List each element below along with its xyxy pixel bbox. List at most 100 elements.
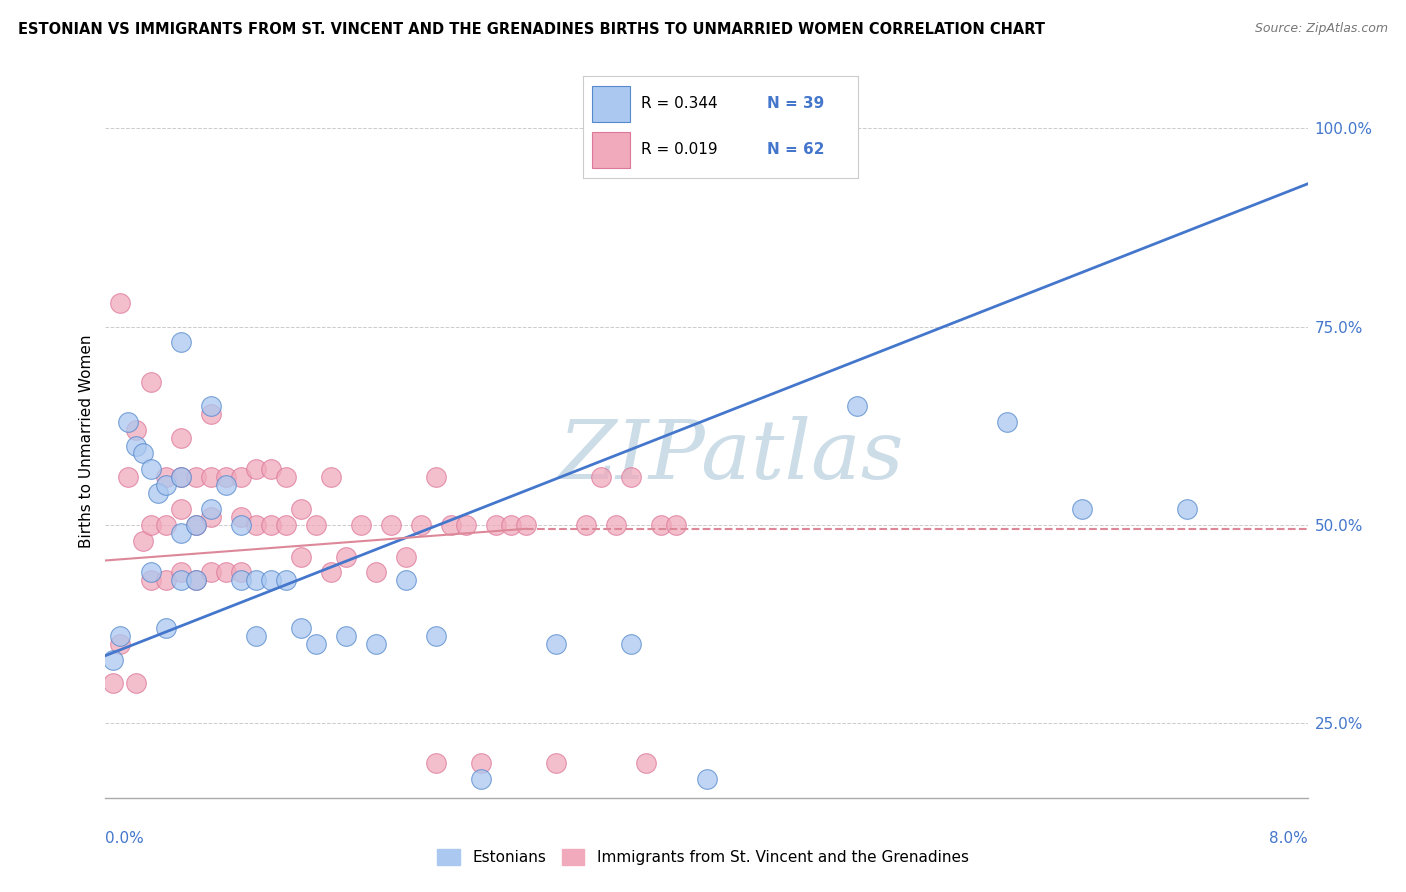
Point — [184, 470, 207, 484]
Point — [110, 295, 132, 310]
Point — [454, 517, 477, 532]
Point — [110, 629, 132, 643]
Point — [184, 574, 207, 588]
Point — [620, 470, 643, 484]
Point — [155, 470, 177, 484]
Text: R = 0.344: R = 0.344 — [641, 96, 717, 111]
Point — [425, 470, 447, 484]
Point — [274, 517, 297, 532]
Point — [696, 772, 718, 786]
Point — [546, 637, 568, 651]
Point — [229, 574, 252, 588]
Point — [124, 423, 146, 437]
Point — [200, 509, 222, 524]
Point — [470, 756, 492, 770]
Point — [155, 621, 177, 635]
Point — [169, 525, 191, 540]
Point — [636, 756, 658, 770]
Point — [995, 415, 1018, 429]
Point — [485, 517, 508, 532]
Point — [364, 637, 387, 651]
Point — [229, 566, 252, 580]
Text: Source: ZipAtlas.com: Source: ZipAtlas.com — [1254, 22, 1388, 36]
Point — [214, 478, 236, 492]
Point — [200, 566, 222, 580]
Point — [319, 566, 342, 580]
Point — [200, 399, 222, 413]
Point — [591, 470, 613, 484]
Point — [229, 509, 252, 524]
Point — [184, 517, 207, 532]
Point — [470, 772, 492, 786]
FancyBboxPatch shape — [592, 87, 630, 122]
Point — [155, 517, 177, 532]
Point — [650, 517, 672, 532]
Point — [245, 574, 267, 588]
Text: 8.0%: 8.0% — [1268, 831, 1308, 847]
Point — [409, 517, 432, 532]
Point — [1071, 502, 1094, 516]
Point — [169, 335, 191, 350]
Point — [245, 462, 267, 476]
Point — [110, 637, 132, 651]
Point — [305, 637, 328, 651]
Point — [515, 517, 537, 532]
Point — [117, 470, 139, 484]
Text: N = 62: N = 62 — [768, 142, 825, 157]
Point — [124, 676, 146, 690]
Point — [139, 574, 162, 588]
Point — [1175, 502, 1198, 516]
Point — [665, 517, 688, 532]
Point — [184, 517, 207, 532]
Point — [169, 502, 191, 516]
Point — [200, 470, 222, 484]
Point — [139, 375, 162, 389]
Point — [395, 549, 418, 564]
Point — [350, 517, 373, 532]
Point — [290, 502, 312, 516]
Point — [139, 566, 162, 580]
Text: ESTONIAN VS IMMIGRANTS FROM ST. VINCENT AND THE GRENADINES BIRTHS TO UNMARRIED W: ESTONIAN VS IMMIGRANTS FROM ST. VINCENT … — [18, 22, 1045, 37]
Point — [132, 533, 155, 548]
Point — [245, 629, 267, 643]
FancyBboxPatch shape — [592, 132, 630, 168]
Text: N = 39: N = 39 — [768, 96, 824, 111]
Point — [101, 676, 124, 690]
Point — [274, 470, 297, 484]
Point — [200, 407, 222, 421]
Text: 0.0%: 0.0% — [105, 831, 145, 847]
Point — [425, 629, 447, 643]
Point — [101, 652, 124, 666]
Text: ZIPatlas: ZIPatlas — [558, 416, 903, 496]
Point — [229, 470, 252, 484]
Text: R = 0.019: R = 0.019 — [641, 142, 717, 157]
Point — [245, 517, 267, 532]
Point — [274, 574, 297, 588]
Point — [290, 549, 312, 564]
Point — [620, 637, 643, 651]
Point — [184, 574, 207, 588]
Point — [395, 574, 418, 588]
Point — [290, 621, 312, 635]
Point — [214, 566, 236, 580]
Point — [229, 517, 252, 532]
Point — [169, 470, 191, 484]
Point — [169, 431, 191, 445]
Y-axis label: Births to Unmarried Women: Births to Unmarried Women — [79, 334, 94, 549]
Point — [200, 502, 222, 516]
Point — [260, 462, 283, 476]
Point — [260, 574, 283, 588]
Point — [155, 574, 177, 588]
Point — [605, 517, 627, 532]
Point — [146, 486, 169, 500]
Point — [425, 756, 447, 770]
Point — [319, 470, 342, 484]
Point — [124, 438, 146, 452]
Point — [335, 629, 357, 643]
Point — [214, 470, 236, 484]
Point — [501, 517, 523, 532]
Point — [440, 517, 463, 532]
Point — [169, 470, 191, 484]
Point — [139, 517, 162, 532]
Point — [169, 566, 191, 580]
